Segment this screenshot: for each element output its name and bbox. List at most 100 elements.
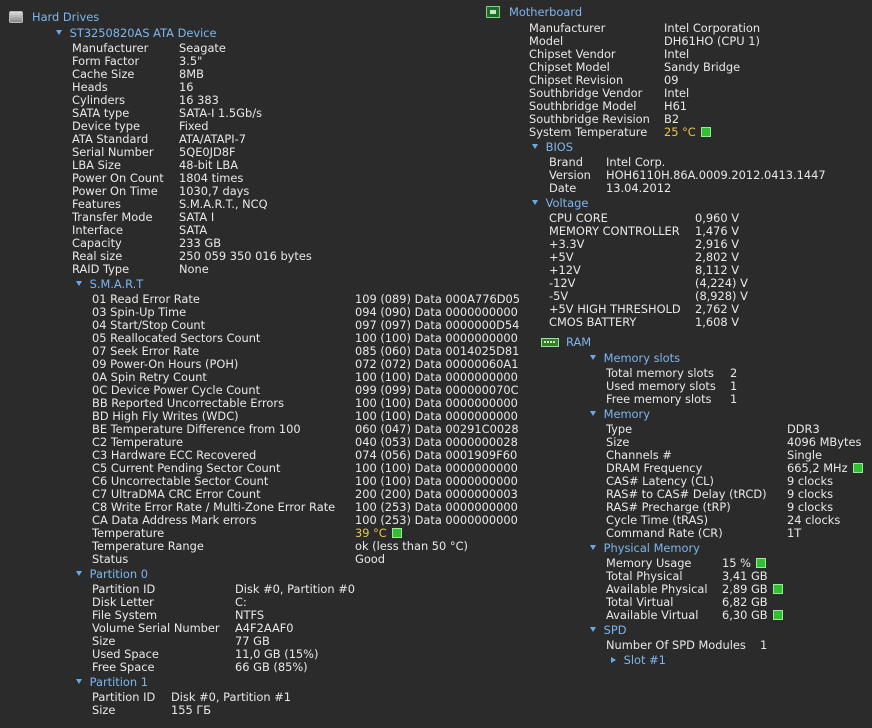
property-value-text: 2 — [730, 366, 738, 380]
property-value: 11,0 GB (15%) — [235, 648, 318, 661]
property-value: A4F2AAF0 — [235, 622, 294, 635]
property-value-text: 6,30 GB — [722, 608, 768, 622]
property-label: BE Temperature Difference from 100 — [92, 422, 301, 436]
property-value: C: — [235, 596, 247, 609]
smart-node[interactable]: S.M.A.R.T — [76, 278, 143, 291]
property-label: Capacity — [72, 236, 122, 250]
property-value: 100 (100) Data 0000000000 — [355, 371, 518, 384]
property-label: C5 Current Pending Sector Count — [92, 461, 281, 475]
property-value: Fixed — [179, 120, 209, 133]
property-label: Interface — [72, 223, 123, 237]
property-label: -12V — [549, 276, 576, 290]
smart-temperature-text: 39 °C — [355, 526, 387, 540]
property-label: RAS# Precharge (tRP) — [606, 500, 731, 514]
property-label: Device type — [72, 119, 141, 133]
property-value: 6,82 GB — [722, 596, 768, 609]
partition1-node[interactable]: Partition 1 — [76, 676, 148, 689]
property-label: RAS# to CAS# Delay (tRCD) — [606, 487, 767, 501]
collapse-arrow-icon — [76, 679, 82, 684]
partition0-node[interactable]: Partition 0 — [76, 568, 148, 581]
property-value-text: 3,41 GB — [722, 569, 768, 583]
property-value-text: H61 — [664, 99, 688, 113]
ram-header[interactable]: RAM — [566, 335, 592, 349]
property-value-text: 060 (047) Data 00291C0028 — [355, 422, 519, 436]
physical-memory-node[interactable]: Physical Memory — [590, 542, 700, 555]
property-value-text: C: — [235, 595, 247, 609]
property-value: ATA/ATAPI-7 — [179, 133, 246, 146]
spd-node[interactable]: SPD — [590, 624, 627, 637]
property-label: 07 Seek Error Rate — [92, 344, 200, 358]
property-value-text: 24 clocks — [787, 513, 841, 527]
property-label: Type — [606, 422, 633, 436]
property-label: +12V — [549, 263, 581, 277]
memory-node[interactable]: Memory — [590, 408, 650, 421]
property-label: CPU CORE — [549, 211, 608, 225]
drive-device-node[interactable]: ST3250820AS ATA Device — [56, 27, 217, 40]
slot1-node[interactable]: Slot #1 — [611, 654, 666, 667]
property-label: Brand — [549, 155, 583, 169]
property-value-text: 8,112 V — [695, 263, 740, 277]
property-label: SATA type — [72, 106, 130, 120]
property-value-text: SATA-I 1.5Gb/s — [179, 106, 262, 120]
bios-node[interactable]: BIOS — [532, 141, 573, 154]
property-label: Cylinders — [72, 93, 126, 107]
property-label: Volume Serial Number — [92, 621, 220, 635]
bios-label: BIOS — [545, 140, 573, 154]
property-value-text: 100 (100) Data 0000000000 — [355, 474, 518, 488]
property-value-text: None — [179, 262, 209, 276]
property-value: 094 (090) Data 0000000000 — [355, 306, 518, 319]
status-indicator-icon — [772, 610, 783, 620]
property-value: 3.5" — [179, 55, 202, 68]
property-value: Sandy Bridge — [664, 61, 740, 74]
property-value-text: 8MB — [179, 67, 204, 81]
system-temperature-text: 25 °C — [664, 125, 696, 139]
property-value-text: 109 (089) Data 000A776D05 — [355, 292, 520, 306]
property-value-text: Single — [787, 448, 823, 462]
collapse-arrow-icon — [590, 545, 596, 550]
property-label: LBA Size — [72, 158, 121, 172]
status-label: Status — [92, 552, 129, 566]
collapse-arrow-icon — [76, 571, 82, 576]
property-value-text: 1T — [787, 526, 802, 540]
status-indicator-icon — [755, 558, 766, 568]
hard-drives-header[interactable]: Hard Drives — [32, 10, 100, 24]
property-label: C2 Temperature — [92, 435, 183, 449]
property-value-text: 0,960 V — [695, 211, 740, 225]
motherboard-header[interactable]: Motherboard — [509, 5, 583, 19]
property-value-text: 1030,7 days — [179, 184, 250, 198]
property-value-text: 100 (100) Data 0000000000 — [355, 396, 518, 410]
property-value: 109 (089) Data 000A776D05 — [355, 293, 520, 306]
property-value-text: 100 (100) Data 0000000000 — [355, 331, 518, 345]
property-value: None — [179, 263, 209, 276]
memory-slots-node[interactable]: Memory slots — [590, 352, 680, 365]
property-value-text: 2,89 GB — [722, 582, 768, 596]
property-value: 100 (100) Data 0000000000 — [355, 332, 518, 345]
voltage-node[interactable]: Voltage — [532, 197, 588, 210]
property-value: NTFS — [235, 609, 264, 622]
property-value: 665,2 MHz — [787, 462, 863, 475]
property-label: Available Virtual — [606, 608, 699, 622]
property-value-text: 16 383 — [179, 93, 219, 107]
property-label: CA Data Address Mark errors — [92, 513, 257, 527]
property-label: Channels # — [606, 448, 672, 462]
property-value-text: 155 ГБ — [171, 703, 212, 717]
memory-slots-label: Memory slots — [603, 351, 681, 365]
property-value-text: 100 (100) Data 0000000000 — [355, 461, 518, 475]
status-indicator-icon — [852, 463, 863, 473]
partition0-label: Partition 0 — [89, 567, 148, 581]
property-label: Used memory slots — [606, 379, 716, 393]
property-value: 3,41 GB — [722, 570, 768, 583]
property-label: Manufacturer — [72, 41, 149, 55]
property-value: 1 — [730, 380, 737, 393]
property-value: 1T — [787, 527, 801, 540]
property-value-text: 2,762 V — [695, 302, 740, 316]
collapse-arrow-icon — [590, 355, 596, 360]
property-label: C3 Hardware ECC Recovered — [92, 448, 257, 462]
property-value-text: 100 (100) Data 0000000000 — [355, 370, 518, 384]
property-value: 2,916 V — [695, 238, 739, 251]
property-value: HOH6110H.86A.0009.2012.0413.1447 — [606, 169, 826, 182]
property-label: Serial Number — [72, 145, 154, 159]
property-label: CAS# Latency (CL) — [606, 474, 714, 488]
property-label: Cycle Time (tRAS) — [606, 513, 709, 527]
system-temperature-value: 25 °C — [664, 126, 711, 139]
